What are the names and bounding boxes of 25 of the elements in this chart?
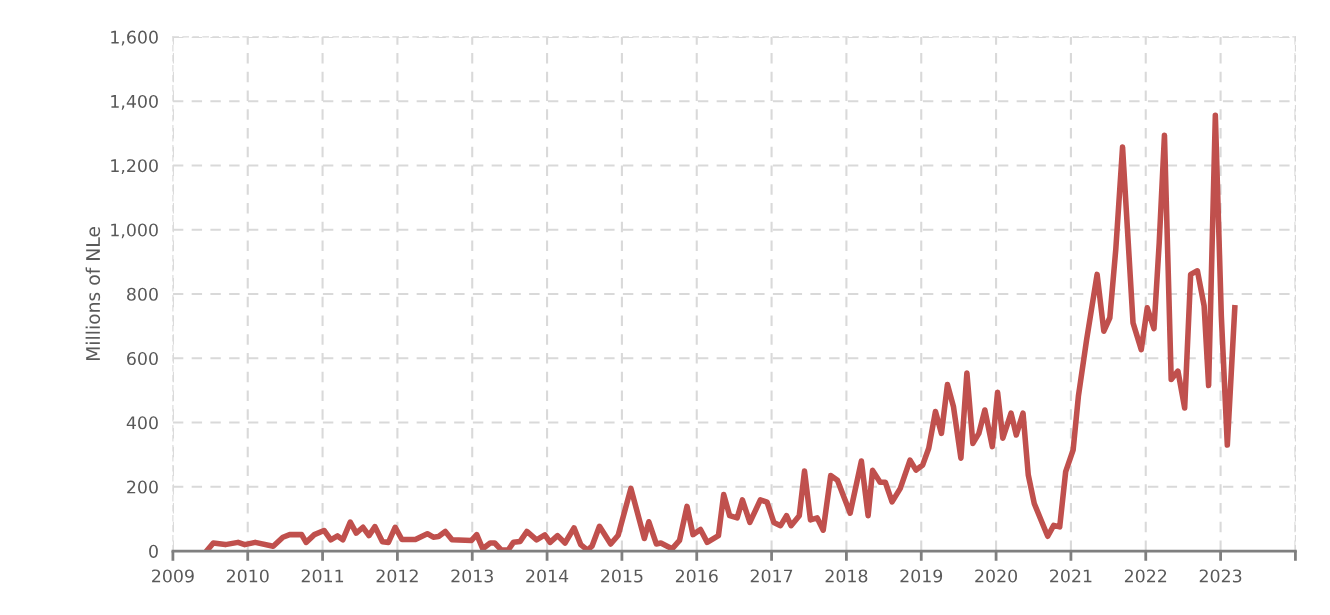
y-tick-label: 1,400	[111, 94, 158, 110]
y-tick-label: 1,600	[111, 30, 158, 46]
y-tick-label: 1,000	[111, 223, 158, 239]
x-tick-label: 2011	[301, 569, 344, 583]
y-tick-label: 400	[126, 416, 158, 430]
x-tick-label: 2010	[226, 569, 269, 583]
x-tick-label: 2020	[975, 569, 1018, 583]
x-tick-label: 2016	[675, 569, 718, 583]
x-tick-label: 2012	[376, 569, 418, 583]
x-tick-label: 2017	[750, 569, 793, 583]
x-tick-label: 2018	[825, 569, 868, 583]
y-axis-title: Millions of NLe	[85, 227, 101, 361]
x-tick-label: 2021	[1050, 569, 1092, 583]
x-tick-label: 2013	[451, 569, 493, 583]
y-tick-label: 800	[127, 287, 158, 301]
x-tick-label: 2022	[1124, 569, 1167, 583]
y-tick-label: 0	[149, 544, 158, 558]
y-tick-label: 200	[127, 480, 158, 494]
y-tick-label: 600	[127, 351, 158, 366]
x-tick-label: 2019	[900, 569, 943, 583]
y-tick-label: 1,200	[111, 159, 158, 175]
x-tick-label: 2015	[601, 569, 643, 583]
x-tick-label: 2009	[152, 569, 194, 583]
x-tick-label: 2023	[1199, 569, 1242, 583]
x-tick-label: 2014	[526, 569, 569, 583]
